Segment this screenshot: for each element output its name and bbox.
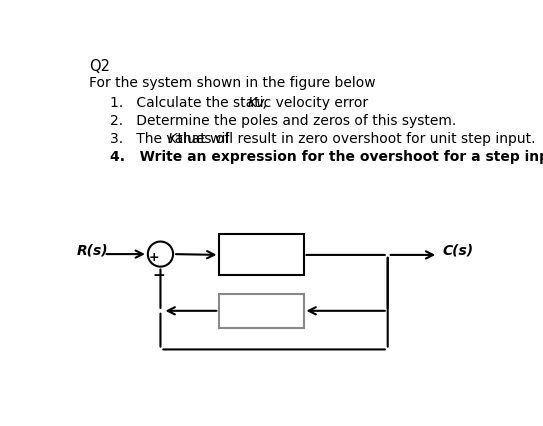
Text: 4.   Write an expression for the overshoot for a step input.: 4. Write an expression for the overshoot…: [110, 150, 543, 164]
Text: For the system shown in the figure below: For the system shown in the figure below: [89, 76, 376, 90]
Bar: [219, 294, 304, 328]
Text: 3.   The values of: 3. The values of: [110, 132, 233, 145]
Text: −: −: [152, 267, 165, 282]
Bar: [219, 235, 304, 276]
Text: +: +: [149, 250, 160, 263]
Text: Q2: Q2: [89, 59, 110, 74]
Text: C(s): C(s): [443, 243, 473, 257]
Text: s²: s²: [254, 259, 269, 273]
Text: that will result in zero overshoot for unit step input.: that will result in zero overshoot for u…: [173, 132, 535, 145]
Text: K: K: [168, 132, 177, 145]
Text: 2.   Determine the poles and zeros of this system.: 2. Determine the poles and zeros of this…: [110, 113, 456, 127]
Text: 1.   Calculate the static velocity error: 1. Calculate the static velocity error: [110, 95, 372, 109]
Text: Ks: Ks: [250, 302, 273, 320]
Text: R(s): R(s): [76, 242, 108, 256]
Text: 100: 100: [241, 236, 282, 255]
Text: Kv,: Kv,: [248, 95, 269, 109]
